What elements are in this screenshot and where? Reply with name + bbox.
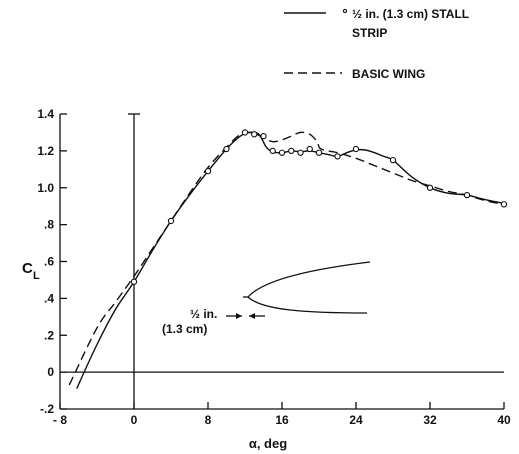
x-tick-label: 24 xyxy=(349,413,363,427)
stall-strip-point xyxy=(251,131,258,138)
stall-strip-point xyxy=(315,149,323,156)
stall-strip-point xyxy=(278,149,286,156)
stall-strip-point xyxy=(463,191,471,199)
y-tick-label: .4 xyxy=(44,291,54,305)
stall-strip-point xyxy=(130,278,138,285)
stall-strip-point xyxy=(426,184,434,191)
y-tick-label: .8 xyxy=(44,218,54,232)
x-tick-label: 8 xyxy=(205,413,212,427)
airfoil-leading-edge-sketch xyxy=(247,261,371,314)
stall-strip-size-label: ½ in. xyxy=(190,307,217,321)
stall-strip-point xyxy=(389,156,397,164)
stall-strip-point xyxy=(306,145,313,153)
legend-solid-label-line1: ½ in. (1.3 cm) STALL xyxy=(352,7,469,21)
legend-dashed-label: BASIC WING xyxy=(352,67,425,81)
y-tick-label: 1.4 xyxy=(37,107,54,121)
x-axis-label: α, deg xyxy=(249,436,287,451)
legend-solid-label-line2: STRIP xyxy=(352,26,387,40)
stall-strip-point xyxy=(204,168,212,175)
y-tick-label: 1.2 xyxy=(37,144,54,158)
stall-strip-point xyxy=(352,145,360,153)
stall-strip-curve xyxy=(76,131,505,389)
x-tick-label: 40 xyxy=(497,413,511,427)
legend: ½ in. (1.3 cm) STALL STRIP BASIC WING xyxy=(284,7,469,81)
y-tick-label: -.2 xyxy=(40,402,54,416)
stall-strip-point xyxy=(297,149,304,156)
stall-strip-point xyxy=(288,147,295,155)
stall-strip-sketch: ½ in. (1.3 cm) xyxy=(162,261,371,336)
stall-strip-point xyxy=(260,132,267,140)
x-tick-label: 16 xyxy=(275,413,289,427)
y-tick-label: .2 xyxy=(44,328,54,342)
x-tick-label: 0 xyxy=(131,413,138,427)
x-tick-label: 32 xyxy=(423,413,437,427)
stall-strip-point xyxy=(500,201,508,208)
stall-strip-point xyxy=(334,153,341,160)
stall-strip-point xyxy=(241,129,249,136)
stall-strip-point xyxy=(167,217,175,225)
stall-strip-size-metric: (1.3 cm) xyxy=(162,322,207,336)
dimension-arrowhead-left xyxy=(236,313,242,319)
data-markers xyxy=(130,129,508,285)
axes: 1.4 1.2 1.0 .8 .6 .4 .2 0 -.2- 8 0 8 16 24 32 40 xyxy=(37,107,511,427)
stall-strip-point xyxy=(223,145,230,153)
y-axis-label-subscript: L xyxy=(33,270,40,282)
stall-strip-point xyxy=(269,147,276,155)
dimension-arrowhead-right xyxy=(249,313,255,319)
y-tick-label: .6 xyxy=(44,255,54,269)
legend-solid-marker xyxy=(342,8,348,14)
y-tick-label: 0 xyxy=(47,365,54,379)
y-tick-label: 1.0 xyxy=(37,181,54,195)
x-tick-label: - 8 xyxy=(53,413,67,427)
y-axis-label: C xyxy=(22,260,33,277)
